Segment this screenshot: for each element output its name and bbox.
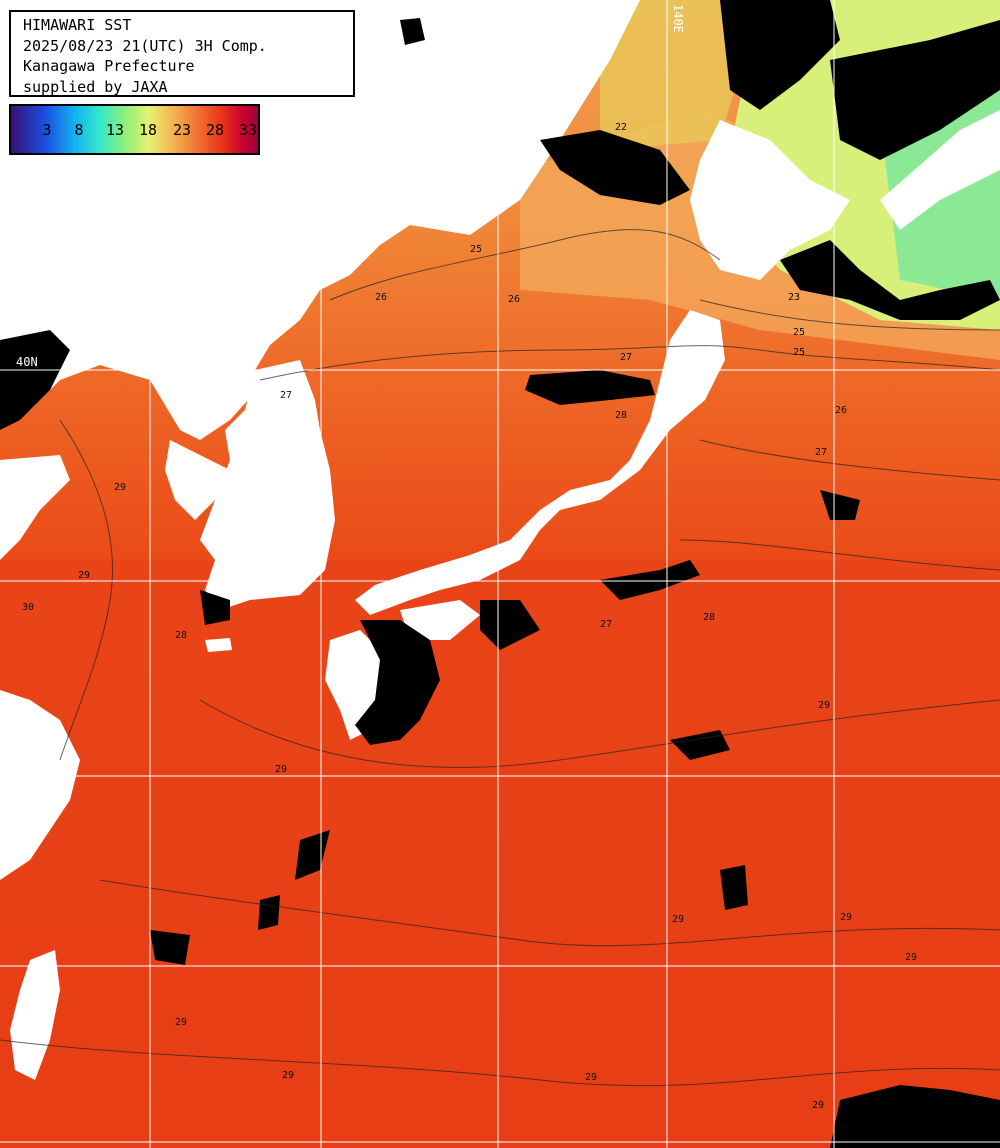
- land-taiwan: [10, 950, 60, 1080]
- contour-label: 27: [600, 619, 612, 630]
- contour-label: 25: [793, 327, 805, 338]
- legend-tick: 28: [205, 121, 225, 139]
- sst-contours: [0, 229, 1000, 1087]
- contour-label: 25: [470, 244, 482, 255]
- contour-labels: 22 25 26 26 25 27 27 28 26 27 27 28 29 2…: [22, 122, 917, 1111]
- latitude-label-40n: 40N: [16, 355, 38, 369]
- legend-tick: 18: [138, 121, 158, 139]
- land-shikoku: [400, 600, 480, 640]
- contour-label: 26: [508, 294, 520, 305]
- legend-tick: 13: [105, 121, 125, 139]
- contour-label: 27: [620, 352, 632, 363]
- sea-cool-region-hokkaido-west: [600, 0, 760, 150]
- legend-tick: 3: [42, 121, 52, 139]
- land-sakhalin-east: [880, 110, 1000, 230]
- contour-label: 26: [835, 405, 847, 416]
- land-island-small: [205, 638, 232, 652]
- contour-label: 29: [275, 764, 287, 775]
- legend-tick: 23: [172, 121, 192, 139]
- contour-label: 29: [672, 914, 684, 925]
- legend-tick: 33: [238, 121, 258, 139]
- contour-label: 29: [78, 570, 90, 581]
- contour-label: 28: [703, 612, 715, 623]
- contour-label: 30: [22, 602, 34, 613]
- contour-label: 29: [818, 700, 830, 711]
- contour-label: 29: [282, 1070, 294, 1081]
- contour-label: 29: [175, 1017, 187, 1028]
- color-scale-legend: 3 8 13 18 23 28 33: [9, 104, 260, 155]
- longitude-label-140e: 140E: [671, 4, 685, 33]
- contour-label: 26: [375, 292, 387, 303]
- product-title: HIMAWARI SST: [23, 16, 132, 34]
- land-honshu: [355, 310, 725, 615]
- contour-label: 29: [812, 1100, 824, 1111]
- timestamp: 2025/08/23 21(UTC) 3H Comp.: [23, 36, 267, 55]
- land-hokkaido: [690, 120, 850, 280]
- contour-label: 29: [840, 912, 852, 923]
- contour-label: 29: [114, 482, 126, 493]
- contour-label: 29: [905, 952, 917, 963]
- contour-label: 25: [793, 347, 805, 358]
- contour-label: 23: [788, 292, 800, 303]
- contour-label: 22: [615, 122, 627, 133]
- contour-label: 29: [585, 1072, 597, 1083]
- land-china-coast: [0, 455, 80, 880]
- land-shandong: [165, 440, 230, 520]
- contour-label: 27: [280, 390, 292, 401]
- legend-tick: 8: [74, 121, 84, 139]
- info-box: HIMAWARI SST 2025/08/23 21(UTC) 3H Comp.…: [9, 10, 355, 97]
- land-korea: [200, 360, 335, 610]
- sea-warm-region: [0, 560, 1000, 1148]
- contour-label: 28: [175, 630, 187, 641]
- contour-label: 27: [815, 447, 827, 458]
- provider-prefecture: Kanagawa Prefecture: [23, 57, 195, 75]
- data-credit: supplied by JAXA: [23, 77, 168, 96]
- contour-label: 28: [615, 410, 627, 421]
